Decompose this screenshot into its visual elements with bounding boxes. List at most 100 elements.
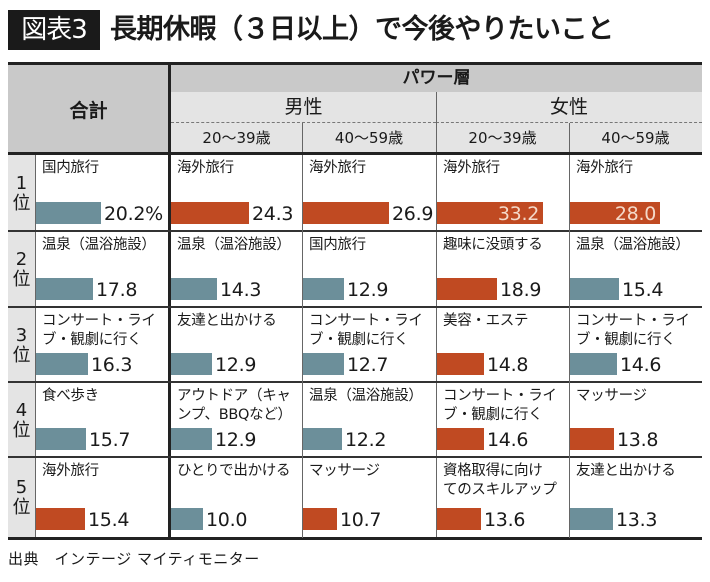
value-label: 17.8 [96,279,138,301]
rank-number: 5 [15,477,28,498]
divider-gender-vertical [436,92,437,538]
table-cell: ひとりで出かける 10.0 [171,458,302,538]
activity-label: 国内旅行 [309,237,366,253]
table-cell: コンサート・ライ ブ・観劇に行く 14.6 [437,383,569,458]
table-cell: 温泉（温浴施設） 17.8 [36,232,168,308]
value-bar [171,353,212,375]
value-label: 10.7 [340,509,382,531]
activity-label: 海外旅行 [177,160,234,176]
value-label: 20.2% [104,203,163,225]
value-label: 12.9 [347,279,389,301]
table-top-border [8,62,702,65]
row-divider [8,456,702,458]
rank-number: 1 [15,172,28,194]
value-bar [303,428,342,450]
value-label: 16.3 [91,354,133,376]
activity-label: マッサージ [576,388,647,404]
activity-label: 食べ歩き [42,388,99,404]
value-label: 12.9 [215,354,257,376]
activity-label: 趣味に没頭する [443,237,543,253]
value-bar [570,278,619,300]
row-divider [8,306,702,308]
activity-label: 友達と出かける [177,313,277,329]
table-cell: 海外旅行 33.2 [437,155,569,232]
value-label: 15.4 [88,509,130,531]
ranking-table: 合計 パワー層 男性 女性 20〜39歳 40〜59歳 20〜39歳 40〜59… [8,62,702,540]
table-cell: マッサージ 13.8 [570,383,702,458]
rank-suffix: 位 [12,192,31,214]
value-bar [570,508,613,530]
column-divider [569,155,570,538]
value-label: 10.0 [206,509,248,531]
rank-number: 2 [15,249,28,270]
value-bar [36,353,88,375]
divider-age-female [569,123,570,153]
value-bar [171,278,217,300]
source-note: 出典 インテージ マイティモニター [8,550,260,568]
table-cell: 温泉（温浴施設） 12.2 [303,383,436,458]
table-cell: コンサート・ライ ブ・観劇に行く 12.7 [303,308,436,383]
value-label: 33.2 [497,203,539,225]
header-gender-female: 女性 [436,92,702,123]
activity-label: アウトドア（キャ ンプ、BBQなど） [177,388,292,423]
header-total: 合計 [8,65,169,153]
value-label: 13.8 [617,429,659,451]
header-age-male-20-39: 20〜39歳 [171,123,302,153]
header-age-male-40-59: 40〜59歳 [302,123,436,153]
value-bar [437,428,484,450]
activity-label: 温泉（温浴施設） [42,237,156,253]
value-bar [171,202,249,224]
value-label: 28.0 [614,203,656,225]
value-bar [437,278,497,300]
value-bar [570,202,660,224]
table-cell: 温泉（温浴施設） 14.3 [171,232,302,308]
header-power-group: パワー層 [171,65,702,92]
table-cell: コンサート・ライ ブ・観劇に行く 16.3 [36,308,168,383]
activity-label: 海外旅行 [443,160,500,176]
activity-label: 海外旅行 [576,160,633,176]
value-label: 14.6 [620,354,662,376]
rank-suffix: 位 [12,269,31,290]
table-cell: アウトドア（キャ ンプ、BBQなど） 12.9 [171,383,302,458]
value-label: 13.3 [616,509,658,531]
activity-label: マッサージ [309,463,380,479]
value-label: 12.9 [215,429,257,451]
value-bar [303,508,337,530]
divider-total-vertical [168,65,171,538]
table-cell: 温泉（温浴施設） 15.4 [570,232,702,308]
value-bar [437,353,484,375]
value-bar [303,202,389,224]
value-label: 14.6 [487,429,529,451]
value-label: 12.2 [345,429,387,451]
table-cell: コンサート・ライ ブ・観劇に行く 14.6 [570,308,702,383]
activity-label: コンサート・ライ ブ・観劇に行く [309,313,423,348]
table-cell: 友達と出かける 12.9 [171,308,302,383]
header-age-female-20-39: 20〜39歳 [436,123,569,153]
value-bar [437,508,481,530]
divider-age-male [302,123,303,153]
value-bar [171,428,212,450]
value-bar [36,278,93,300]
rank-suffix: 位 [12,419,31,441]
figure-number-badge: 図表3 [8,10,100,50]
value-bar [303,278,344,300]
value-label: 24.3 [252,203,294,225]
value-bar [303,353,344,375]
value-label: 18.9 [500,279,542,301]
value-label: 12.7 [347,354,389,376]
rank-suffix: 位 [12,344,31,366]
value-bar [171,508,203,530]
activity-label: コンサート・ライ ブ・観劇に行く [42,313,156,348]
activity-label: 温泉（温浴施設） [576,237,690,253]
table-cell: 食べ歩き 15.7 [36,383,168,458]
table-cell: 国内旅行 20.2% [36,155,168,232]
table-cell: 資格取得に向け てのスキルアップ 13.6 [437,458,569,538]
table-cell: 海外旅行 26.9 [303,155,436,232]
activity-label: 海外旅行 [42,463,99,479]
activity-label: 資格取得に向け てのスキルアップ [443,463,557,498]
table-cell: 友達と出かける 13.3 [570,458,702,538]
